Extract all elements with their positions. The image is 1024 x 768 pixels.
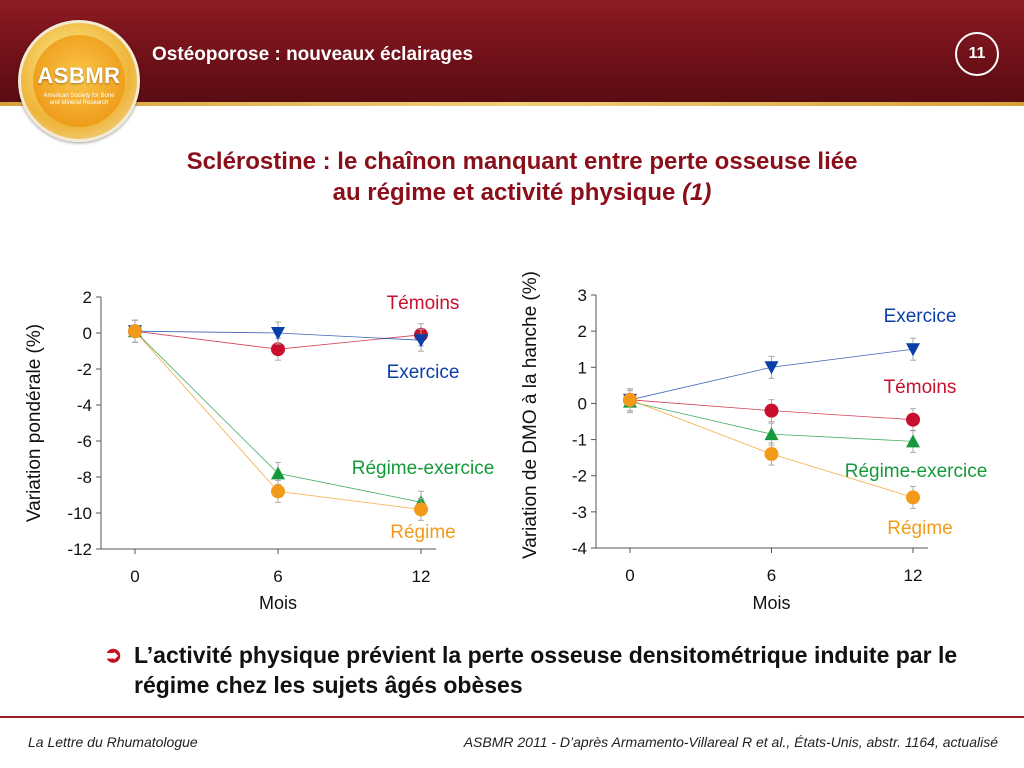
x-tick-label: 6 bbox=[273, 567, 282, 586]
series-label: Régime bbox=[887, 518, 952, 539]
header-band bbox=[0, 0, 1024, 102]
logo-subtitle: American Society for Bone and Mineral Re… bbox=[43, 93, 115, 106]
y-tick-label: -1 bbox=[572, 431, 587, 450]
series-label: Témoins bbox=[387, 293, 460, 314]
data-point bbox=[623, 392, 637, 407]
series-label: Témoins bbox=[884, 377, 957, 398]
y-axis-label: Variation de DMO à la hanche (%) bbox=[520, 271, 541, 559]
footer-divider bbox=[0, 716, 1024, 718]
logo-text: ASBMR bbox=[37, 63, 121, 88]
y-tick-label: -12 bbox=[67, 540, 92, 559]
y-tick-label: -10 bbox=[67, 504, 92, 523]
slide-title-line1: Sclérostine : le chaînon manquant entre … bbox=[186, 148, 858, 175]
conclusion-text: L’activité physique prévient la perte os… bbox=[134, 642, 958, 698]
x-tick-label: 12 bbox=[412, 567, 431, 586]
footer-journal: La Lettre du Rhumatologue bbox=[28, 734, 198, 750]
header-stripe bbox=[0, 102, 1024, 106]
y-tick-label: 1 bbox=[578, 358, 587, 377]
x-axis-label: Mois bbox=[259, 593, 297, 613]
series-label: Exercice bbox=[387, 362, 460, 383]
data-point bbox=[271, 466, 285, 480]
series-label: Régime-exercice bbox=[845, 461, 988, 482]
footer-reference: ASBMR 2011 - D’après Armamento-Villareal… bbox=[463, 734, 998, 750]
data-point bbox=[764, 403, 779, 418]
y-tick-label: 2 bbox=[83, 288, 92, 307]
slide-title: Sclérostine : le chaînon manquant entre … bbox=[90, 146, 954, 208]
data-point bbox=[414, 334, 428, 348]
conclusion-bullet: ➲ L’activité physique prévient la perte … bbox=[104, 640, 984, 700]
data-point bbox=[906, 343, 920, 357]
x-axis-label: Mois bbox=[752, 593, 790, 613]
y-tick-label: -8 bbox=[77, 468, 92, 487]
data-point bbox=[128, 324, 142, 339]
y-tick-label: -3 bbox=[572, 503, 587, 522]
data-point bbox=[906, 490, 920, 505]
x-tick-label: 6 bbox=[767, 566, 776, 585]
series-label: Régime bbox=[390, 522, 455, 543]
x-tick-label: 12 bbox=[904, 566, 923, 585]
y-tick-label: -4 bbox=[572, 539, 587, 558]
data-point bbox=[764, 427, 779, 441]
y-tick-label: -2 bbox=[77, 360, 92, 379]
data-point bbox=[906, 412, 920, 427]
data-point bbox=[271, 327, 285, 340]
x-tick-label: 0 bbox=[130, 567, 139, 586]
y-tick-label: 3 bbox=[578, 286, 587, 305]
logo-inner: ASBMR American Society for Bone and Mine… bbox=[33, 35, 125, 127]
series-label: Régime-exercice bbox=[352, 458, 495, 479]
asbmr-logo: ASBMR American Society for Bone and Mine… bbox=[18, 20, 140, 142]
slide-title-line2: au régime et activité physique bbox=[332, 179, 676, 206]
data-point bbox=[414, 502, 428, 517]
data-point bbox=[271, 342, 285, 357]
y-tick-label: -4 bbox=[77, 396, 92, 415]
circled-arrow-icon: ➲ bbox=[104, 642, 123, 667]
y-axis-label: Variation pondérale (%) bbox=[24, 324, 45, 522]
header-title: Ostéoporose : nouveaux éclairages bbox=[152, 44, 474, 65]
data-point bbox=[271, 484, 285, 499]
data-point bbox=[906, 434, 920, 448]
page-number: 11 bbox=[955, 32, 999, 76]
y-tick-label: 2 bbox=[578, 322, 587, 341]
y-tick-label: 0 bbox=[578, 394, 587, 413]
y-tick-label: 0 bbox=[83, 324, 92, 343]
series-label: Exercice bbox=[884, 306, 957, 327]
x-tick-label: 0 bbox=[625, 566, 634, 585]
data-point bbox=[764, 447, 779, 462]
data-point bbox=[764, 361, 779, 375]
slide-title-ref: (1) bbox=[682, 179, 712, 206]
y-tick-label: -2 bbox=[572, 467, 587, 486]
y-tick-label: -6 bbox=[77, 432, 92, 451]
